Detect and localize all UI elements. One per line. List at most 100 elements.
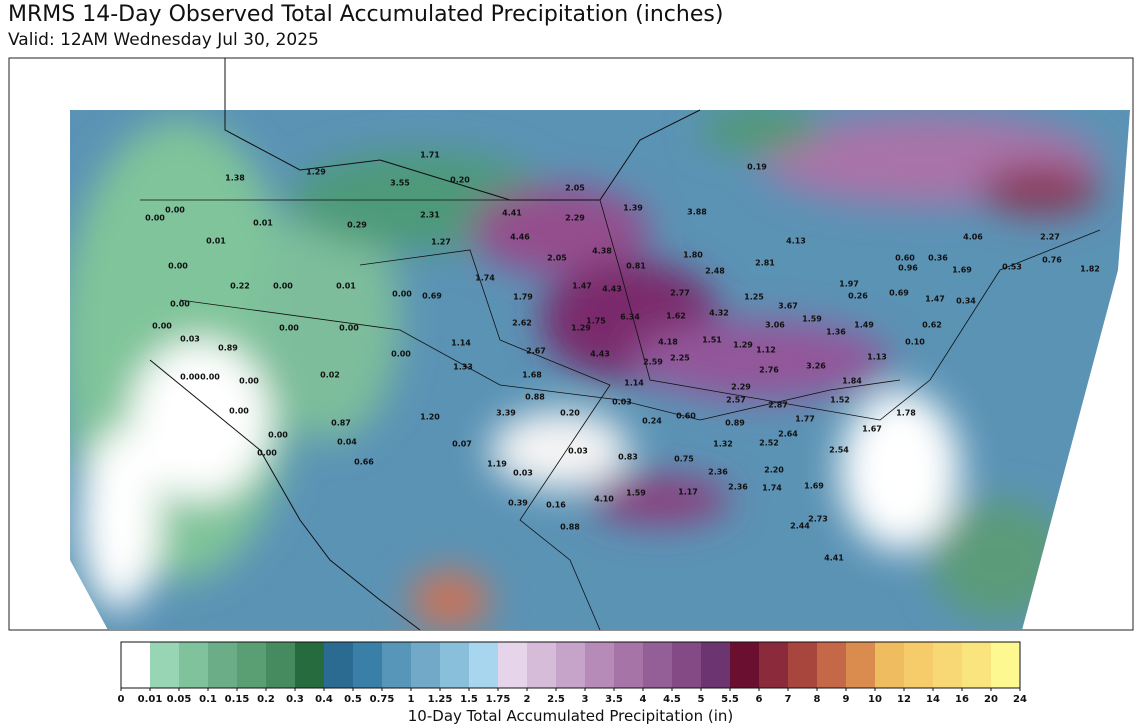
station-value: 0.00 [165,206,185,215]
station-value: 4.43 [590,350,610,359]
colorbar-tick-label: 0.15 [225,694,250,705]
station-value: 0.03 [513,469,533,478]
station-value: 1.19 [487,460,507,469]
station-value: 1.67 [862,425,882,434]
station-value: 2.44 [790,522,810,531]
colorbar-bin [585,642,615,688]
station-value: 2.05 [547,254,567,263]
station-value: 0.00 [145,214,165,223]
station-value: 1.32 [713,440,733,449]
station-value: 2.62 [512,319,532,328]
colorbar-bin [846,642,876,688]
station-value: 0.29 [347,221,367,230]
colorbar-bin [730,642,760,688]
station-value: 3.55 [390,179,410,188]
station-value: 1.12 [756,346,776,355]
colorbar-tick-label: 12 [897,694,911,705]
station-value: 0.81 [626,262,646,271]
station-value: 1.77 [795,415,815,424]
station-value: 4.13 [786,237,806,246]
colorbar-tick-label: 4 [640,694,647,705]
colorbar-bin [527,642,557,688]
colorbar-bin [440,642,470,688]
station-value: 4.41 [502,209,522,218]
colorbar-tick-label: 0.3 [286,694,304,705]
colorbar-tick-label: 20 [984,694,998,705]
station-value: 6.34 [620,313,640,322]
colorbar-bin [208,642,238,688]
colorbar-bin [382,642,412,688]
station-value: 0.16 [546,501,566,510]
station-value: 1.13 [867,353,887,362]
station-labels: 1.291.711.383.55 0.202.050.190.000.000.01… [145,151,1100,563]
station-value: 1.29 [733,341,753,350]
station-value: 1.51 [702,336,722,345]
station-value: 0.34 [956,297,976,306]
colorbar-frame [120,641,1021,689]
station-value: 2.59 [643,358,663,367]
station-value: 0.96 [898,264,918,273]
colorbar-tick-label: 1 [408,694,415,705]
station-value: 0.01 [336,282,356,291]
colorbar-tick-label: 16 [955,694,969,705]
station-value: 2.20 [764,466,784,475]
colorbar-tick-label: 0.75 [370,694,395,705]
station-value: 0.00 [170,300,190,309]
colorbar-tick-label: 14 [926,694,940,705]
station-value: 0.03 [568,447,588,456]
station-value: 0.07 [452,440,472,449]
station-value: 4.41 [824,554,844,563]
station-value: 0.02 [320,371,340,380]
colorbar-tick-label: 2 [524,694,531,705]
station-value: 0.10 [905,338,925,347]
station-value: 0.39 [508,499,528,508]
colorbar-tick-label: 5 [698,694,705,705]
colorbar-bin [875,642,905,688]
station-value: 1.14 [624,379,644,388]
station-value: 0.03 [180,335,200,344]
colorbar-tick-label: 8 [814,694,821,705]
station-value: 0.88 [560,523,580,532]
station-value: 1.36 [826,328,846,337]
station-value: 2.87 [768,401,788,410]
station-value: 2.31 [420,211,440,220]
station-value: 4.46 [510,233,530,242]
station-value: 0.00 [257,449,277,458]
colorbar-bin [672,642,702,688]
station-value: 1.59 [802,315,822,324]
colorbar-bin [498,642,528,688]
station-value: 2.52 [759,439,779,448]
station-value: 2.48 [705,267,725,276]
colorbar-bin [788,642,818,688]
station-value: 1.14 [451,339,471,348]
colorbar-bin [179,642,209,688]
station-value: 1.74 [762,484,782,493]
colorbar-tick-label: 0.5 [344,694,362,705]
colorbar-bin [556,642,586,688]
station-value: 4.10 [594,495,614,504]
subtitle: Valid: 12AM Wednesday Jul 30, 2025 [8,30,319,50]
station-value: 1.25 [744,293,764,302]
colorbar-bin [237,642,267,688]
station-value: 2.36 [708,468,728,477]
station-value: 3.67 [778,302,798,311]
station-value: 0.00 [279,324,299,333]
station-value: 0.00 [392,290,412,299]
station-value: 0.53 [1002,263,1022,272]
colorbar-bin [266,642,296,688]
station-value: 0.76 [1042,256,1062,265]
colorbar-tick-label: 1.5 [460,694,478,705]
station-value: 0.89 [218,344,238,353]
station-value: 0.75 [674,455,694,464]
station-value: 1.20 [420,413,440,422]
station-value: 1.29 [571,324,591,333]
station-value: 1.62 [666,312,686,321]
station-value: 0.00 [152,322,172,331]
colorbar-tick-label: 6 [756,694,763,705]
colorbar-bin [817,642,847,688]
station-value: 0.60 [895,254,915,263]
station-value: 2.73 [808,515,828,524]
station-value: 1.78 [896,409,916,418]
station-value: 1.80 [683,251,703,260]
